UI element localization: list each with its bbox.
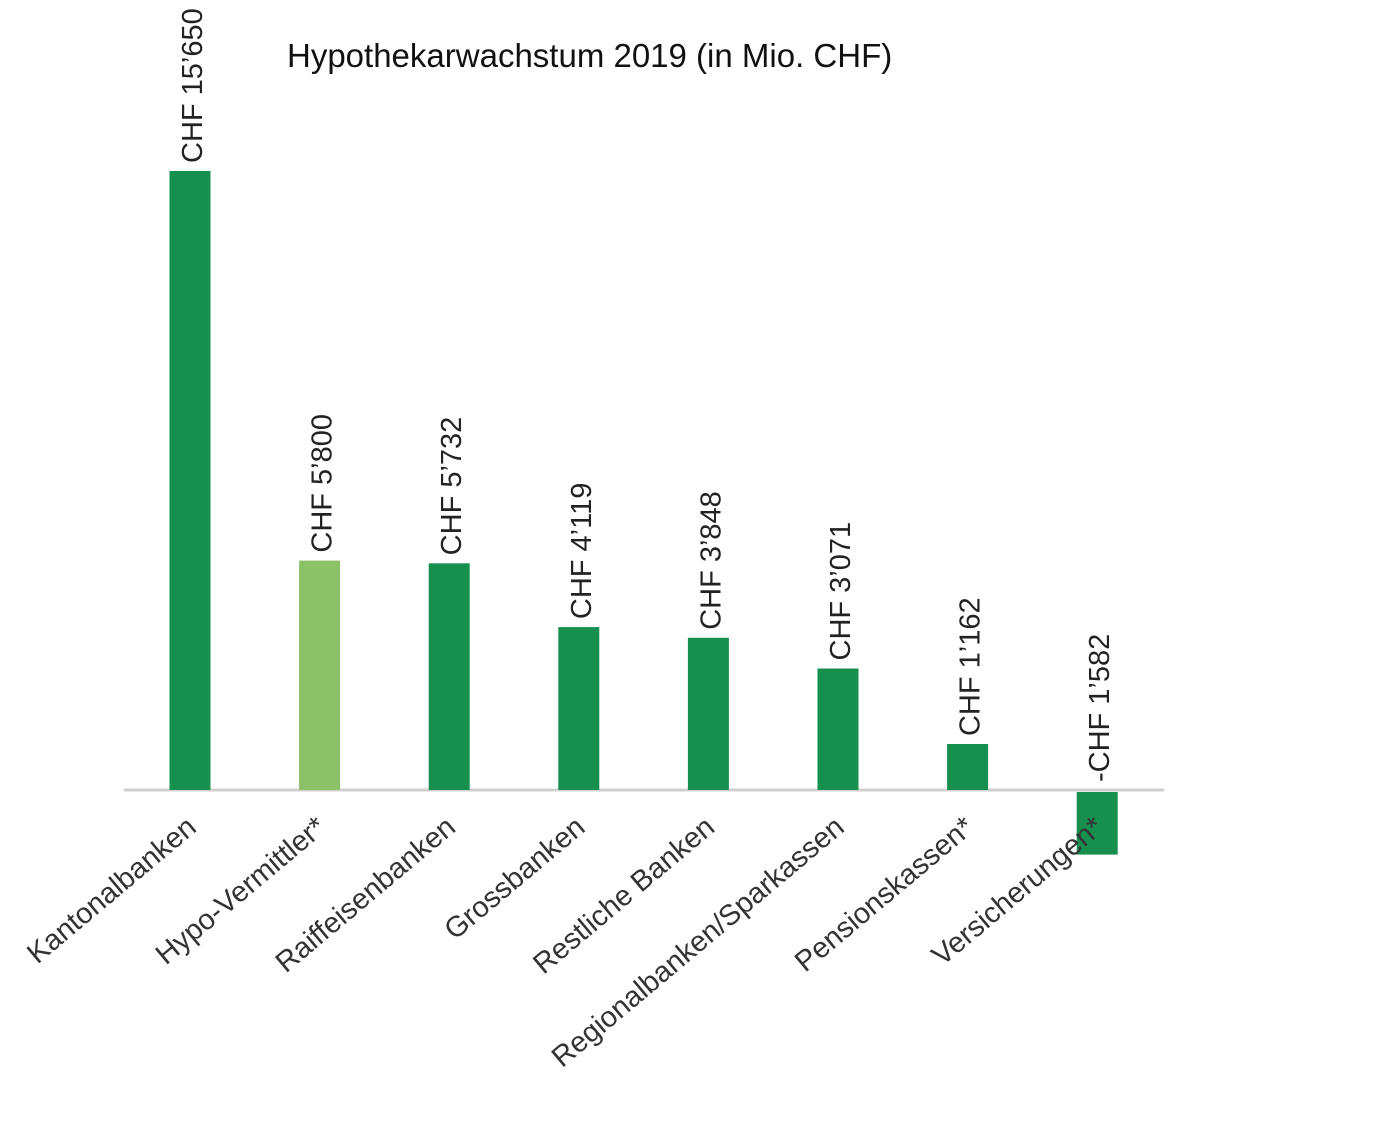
data-labels-layer: CHF 15’650 CHF 5’800 CHF 5’732 CHF 4’119 CHF…	[177, 8, 1116, 782]
chart-title: Hypothekarwachstum 2019 (in Mio. CHF)	[287, 37, 892, 74]
bar-versicherungen	[1076, 792, 1118, 855]
data-label-restliche-banken: CHF 3’848	[695, 491, 727, 630]
data-label-versicherungen: -CHF 1’582	[1084, 634, 1116, 782]
data-label-grossbanken: CHF 4’119	[566, 483, 598, 619]
data-label-hypo-vermittler: CHF 5’800	[307, 414, 339, 553]
data-label-regionalbanken-sparkassen: CHF 3’071	[825, 522, 857, 661]
bar-hypo-vermittler	[299, 560, 341, 790]
data-label-kantonalbanken: CHF 15’650	[177, 8, 209, 163]
data-label-pensionskassen: CHF 1’162	[955, 597, 987, 736]
bar-restliche-banken	[687, 637, 729, 790]
bar-pensionskassen	[947, 744, 989, 790]
bars-layer	[169, 171, 1118, 855]
bar-raiffeisenbanken	[428, 563, 470, 790]
bar-grossbanken	[558, 627, 600, 790]
bar-regionalbanken-sparkassen	[817, 668, 859, 790]
data-label-raiffeisenbanken: CHF 5’732	[436, 417, 468, 556]
bar-kantonalbanken	[169, 171, 211, 790]
category-labels-layer: KantonalbankenHypo-Vermittler*Raiffeisen…	[21, 811, 1109, 1074]
